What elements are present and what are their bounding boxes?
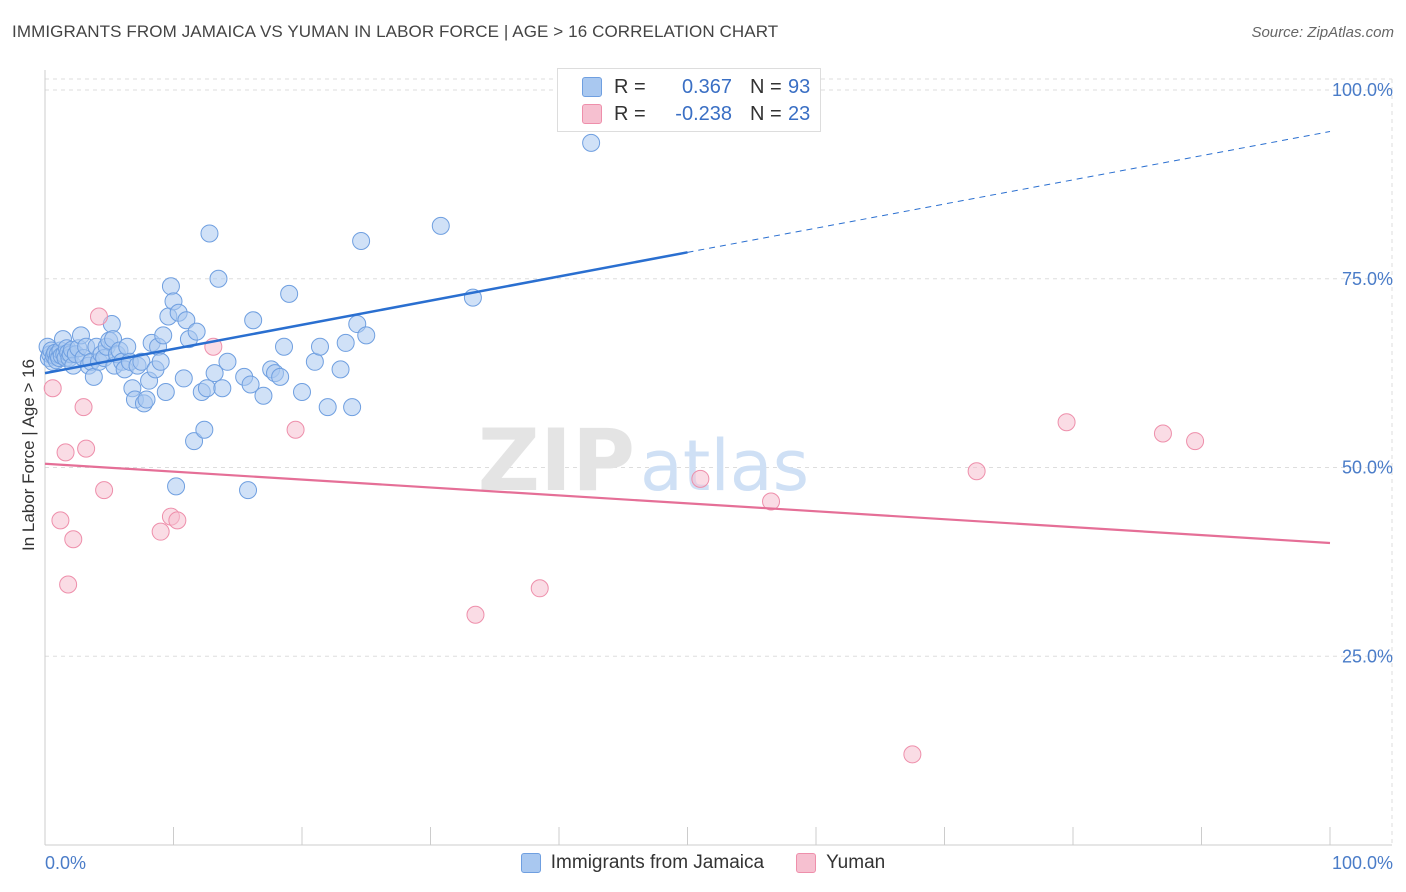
- jamaica-point: [241, 375, 260, 394]
- data-points: [38, 133, 1205, 764]
- r-value: 0.367: [681, 75, 732, 98]
- r-label: R =: [614, 75, 646, 98]
- jamaica-point: [209, 269, 228, 288]
- yuman-point: [530, 579, 549, 598]
- jamaica-point: [331, 360, 350, 379]
- jamaica-point: [132, 352, 151, 371]
- jamaica-point: [118, 337, 137, 356]
- jamaica-point: [280, 284, 299, 303]
- yuman-point: [286, 420, 305, 439]
- yuman-point: [1153, 424, 1172, 443]
- jamaica-point: [357, 326, 376, 345]
- jamaica-point: [213, 379, 232, 398]
- jamaica-trend-extension: [687, 131, 1331, 253]
- jamaica-point: [167, 477, 186, 496]
- jamaica-trend-line: [44, 251, 688, 375]
- jamaica-point: [218, 352, 237, 371]
- legend-item-jamaica[interactable]: Immigrants from Jamaica: [520, 852, 765, 874]
- n-value: 23: [788, 102, 811, 125]
- n-value: 93: [788, 75, 811, 98]
- jamaica-point: [156, 383, 175, 401]
- jamaica-point: [197, 379, 216, 398]
- jamaica-point: [352, 232, 371, 250]
- yuman-point: [59, 575, 78, 594]
- jamaica-point: [275, 337, 294, 356]
- yuman-point: [43, 379, 62, 398]
- jamaica-point: [185, 432, 204, 451]
- yuman-point: [466, 605, 485, 624]
- jamaica-point: [305, 352, 324, 371]
- yuman-point: [168, 511, 187, 530]
- yuman-point: [967, 462, 986, 481]
- y-tick-label: 25.0%: [1342, 646, 1393, 666]
- jamaica-point: [293, 383, 311, 401]
- trend-lines: [44, 131, 1331, 545]
- jamaica-point: [84, 367, 103, 386]
- jamaica-point: [174, 369, 193, 388]
- jamaica-point: [343, 398, 362, 417]
- y-tick-label: 75.0%: [1342, 269, 1393, 289]
- y-tick-label: 50.0%: [1342, 458, 1393, 478]
- stats-legend: R = 0.367 N = 93 R = -0.238 N = 23: [557, 68, 821, 132]
- jamaica-point: [137, 390, 156, 409]
- tick-labels: 25.0% 50.0% 75.0% 100.0% 0.0% 100.0%: [45, 80, 1393, 873]
- y-axis-label: In Labor Force | Age > 16: [19, 359, 38, 551]
- jamaica-legend-swatch: [520, 853, 541, 873]
- jamaica-swatch: [582, 77, 602, 97]
- jamaica-point: [318, 398, 337, 417]
- jamaica-point: [336, 333, 355, 352]
- jamaica-point: [187, 322, 206, 341]
- chart-title: IMMIGRANTS FROM JAMAICA VS YUMAN IN LABO…: [12, 22, 779, 41]
- jamaica-point: [177, 311, 196, 330]
- yuman-point: [691, 469, 710, 488]
- yuman-point: [89, 307, 108, 326]
- watermark-atlas: atlas: [640, 425, 809, 507]
- jamaica-point: [310, 337, 329, 356]
- yuman-legend-swatch: [796, 853, 817, 873]
- jamaica-point: [195, 420, 214, 439]
- yuman-point: [151, 522, 170, 541]
- yuman-point: [903, 745, 922, 764]
- jamaica-point: [151, 352, 170, 371]
- stats-row-jamaica: R = 0.367 N = 93: [582, 75, 810, 99]
- series-legend: Immigrants from Jamaica Yuman: [0, 852, 1406, 874]
- n-label: N =: [750, 102, 782, 125]
- x-tick-label: 100.0%: [1332, 853, 1393, 873]
- yuman-point: [56, 443, 75, 462]
- jamaica-point: [431, 216, 450, 235]
- legend-label-yuman: Yuman: [826, 852, 886, 873]
- jamaica-point: [244, 311, 263, 330]
- jamaica-point: [254, 386, 273, 405]
- r-value: -0.238: [675, 102, 732, 125]
- x-tick-label: 0.0%: [45, 853, 86, 873]
- yuman-point: [762, 492, 781, 511]
- yuman-point: [1057, 413, 1076, 432]
- yuman-point: [64, 530, 83, 549]
- yuman-point: [1186, 432, 1205, 451]
- yuman-trend-line: [44, 462, 1331, 545]
- source-label: Source: ZipAtlas.com: [1251, 24, 1394, 41]
- stats-row-yuman: R = -0.238 N = 23: [582, 102, 810, 126]
- n-label: N =: [750, 75, 782, 98]
- legend-label-jamaica: Immigrants from Jamaica: [550, 852, 765, 873]
- yuman-point: [95, 481, 114, 500]
- jamaica-point: [205, 364, 224, 383]
- yuman-point: [74, 398, 93, 417]
- jamaica-point: [582, 133, 601, 152]
- jamaica-point: [239, 481, 258, 500]
- yuman-point: [51, 511, 70, 530]
- yuman-swatch: [582, 104, 602, 124]
- jamaica-point: [200, 224, 219, 243]
- y-tick-label: 100.0%: [1332, 80, 1393, 100]
- jamaica-point: [154, 326, 173, 345]
- jamaica-point: [271, 367, 290, 386]
- yuman-point: [77, 439, 96, 458]
- legend-item-yuman[interactable]: Yuman: [796, 852, 885, 874]
- axes: [44, 70, 1392, 846]
- r-label: R =: [614, 102, 646, 125]
- jamaica-point: [161, 277, 180, 296]
